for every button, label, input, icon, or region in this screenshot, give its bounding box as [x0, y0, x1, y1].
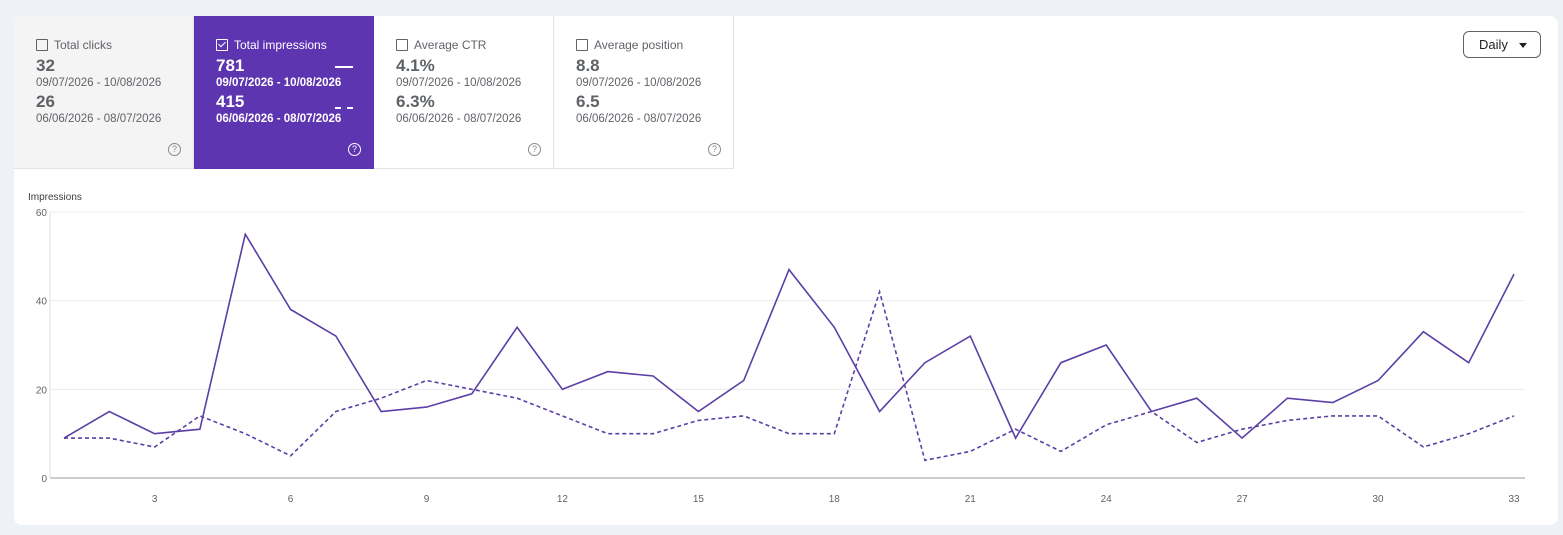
performance-panel: Total clicks 32 09/07/2026 - 10/08/2026 …: [14, 16, 1558, 525]
x-tick-label: 15: [693, 494, 705, 505]
metric-label: Total clicks: [54, 38, 113, 52]
metric-label: Average position: [594, 38, 684, 52]
help-icon[interactable]: ?: [168, 143, 181, 156]
series-line-current: [63, 232, 1515, 440]
metric-value-current: 4.1%: [396, 56, 435, 75]
help-icon[interactable]: ?: [708, 143, 721, 156]
metric-card-total-impressions[interactable]: Total impressions 781 09/07/2026 - 10/08…: [194, 16, 374, 169]
checkbox-total-clicks[interactable]: [36, 39, 48, 51]
metric-value-current: 32: [36, 56, 55, 75]
date-range-previous: 06/06/2026 - 08/07/2026: [396, 113, 522, 125]
y-tick-label: 0: [41, 474, 47, 485]
caret-down-icon: [1519, 43, 1527, 48]
x-tick-label: 9: [424, 494, 430, 505]
y-tick-label: 60: [36, 208, 48, 219]
date-range-previous: 06/06/2026 - 08/07/2026: [576, 113, 702, 125]
metric-card-average-ctr[interactable]: Average CTR 4.1% 09/07/2026 - 10/08/2026…: [374, 16, 554, 169]
metric-value-previous: 6.5: [576, 92, 600, 111]
x-tick-label: 18: [829, 494, 841, 505]
solid-line-legend-icon: [335, 66, 353, 68]
x-tick-label: 12: [557, 494, 569, 505]
date-range-current: 09/07/2026 - 10/08/2026: [216, 77, 342, 89]
metric-cards: Total clicks 32 09/07/2026 - 10/08/2026 …: [14, 16, 734, 169]
date-range-current: 09/07/2026 - 10/08/2026: [576, 77, 702, 89]
help-icon[interactable]: ?: [528, 143, 541, 156]
checkbox-average-ctr[interactable]: [396, 39, 408, 51]
granularity-dropdown[interactable]: Daily: [1463, 31, 1541, 58]
x-tick-label: 3: [152, 494, 158, 505]
metric-label: Total impressions: [234, 38, 327, 52]
x-tick-label: 27: [1237, 494, 1249, 505]
metric-value-current: 781: [216, 56, 245, 75]
metric-value-previous: 6.3%: [396, 92, 435, 111]
metric-card-average-position[interactable]: Average position 8.8 09/07/2026 - 10/08/…: [554, 16, 734, 169]
impressions-chart: 0 20 40 60 3 6 9 12 15 18 21 24 27 30 33: [36, 208, 1525, 505]
x-tick-label: 33: [1508, 494, 1520, 505]
date-range-previous: 06/06/2026 - 08/07/2026: [36, 113, 162, 125]
metric-value-current: 8.8: [576, 56, 600, 75]
x-tick-label: 21: [965, 494, 977, 505]
y-tick-label: 40: [36, 297, 48, 308]
x-tick-label: 6: [288, 494, 294, 505]
checkbox-average-position[interactable]: [576, 39, 588, 51]
metric-value-previous: 26: [36, 92, 55, 111]
dashed-line-legend-icon: [335, 107, 353, 109]
date-range-current: 09/07/2026 - 10/08/2026: [396, 77, 522, 89]
series-line-previous: [64, 288, 1515, 462]
granularity-selected: Daily: [1479, 37, 1508, 52]
date-range-current: 09/07/2026 - 10/08/2026: [36, 77, 162, 89]
metric-value-previous: 415: [216, 92, 245, 111]
y-tick-label: 20: [36, 385, 48, 396]
y-axis-title: Impressions: [28, 192, 82, 203]
date-range-previous: 06/06/2026 - 08/07/2026: [216, 113, 342, 125]
help-icon[interactable]: ?: [348, 143, 361, 156]
metric-label: Average CTR: [414, 38, 487, 52]
metric-card-total-clicks[interactable]: Total clicks 32 09/07/2026 - 10/08/2026 …: [14, 16, 194, 169]
x-tick-label: 30: [1373, 494, 1385, 505]
checkbox-total-impressions[interactable]: [216, 39, 228, 51]
x-tick-label: 24: [1101, 494, 1113, 505]
